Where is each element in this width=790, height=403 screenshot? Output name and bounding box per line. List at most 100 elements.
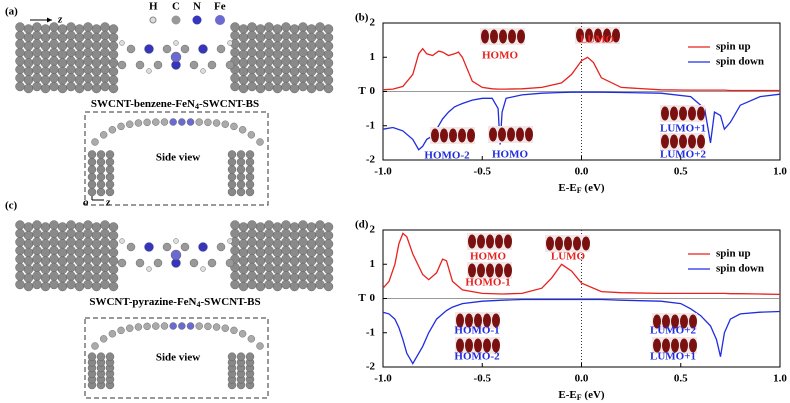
atom [227, 150, 237, 159]
atom [40, 273, 51, 283]
atom [272, 264, 283, 275]
atom [57, 32, 68, 43]
x-tick-label: -1.0 [374, 166, 392, 178]
x-tick-label: -0.5 [474, 373, 492, 385]
atom [91, 222, 102, 232]
atom [32, 73, 42, 83]
x-tick-label: 0.5 [674, 166, 688, 178]
atom [96, 352, 106, 361]
atom [15, 254, 25, 264]
atom [15, 81, 25, 92]
atom [255, 58, 266, 68]
atom [91, 247, 102, 258]
orbital-lobe [495, 234, 503, 249]
orbital-lobe [492, 313, 500, 328]
x-tick-label: 0.0 [575, 166, 589, 178]
atom [74, 83, 85, 94]
atom [264, 81, 274, 92]
atom [91, 66, 102, 77]
atom [238, 239, 249, 249]
caption: SWCNT-pyrazine-FeN4-SWCNT-BS [89, 296, 260, 309]
orbital-lobe [456, 338, 464, 353]
atom [23, 281, 34, 292]
atom [49, 73, 59, 83]
atom [32, 254, 42, 264]
atom [169, 118, 177, 126]
atom [289, 75, 300, 85]
atom [298, 56, 308, 66]
orbital-lobe [495, 263, 503, 278]
atom [57, 239, 68, 249]
atom [83, 271, 93, 281]
atom [100, 73, 110, 83]
atom [225, 60, 235, 70]
atom [255, 281, 266, 292]
atom [40, 24, 51, 34]
atom [74, 24, 85, 34]
atom [108, 256, 119, 266]
atom [323, 239, 334, 249]
y-tick-label: -1 [366, 119, 375, 131]
atom [108, 75, 119, 85]
atom [87, 172, 97, 182]
atom [23, 247, 34, 258]
y-tick-label: -1 [366, 326, 375, 338]
side-view-box [84, 317, 269, 399]
atom [221, 120, 229, 128]
atom [281, 271, 291, 281]
atom [245, 180, 255, 189]
atom [57, 83, 68, 94]
atom [255, 66, 266, 77]
atom [23, 49, 34, 60]
orbital-image [660, 105, 705, 122]
atom [117, 122, 125, 131]
atom [66, 30, 76, 41]
panel-label: (d) [355, 219, 369, 231]
atom [87, 150, 97, 159]
atom [57, 247, 68, 258]
panel-label: (c) [5, 200, 18, 212]
atom [230, 73, 240, 83]
atom [83, 73, 93, 83]
atom [146, 266, 152, 272]
atom [15, 22, 25, 32]
annotation: HOMO-2 [424, 150, 470, 162]
atom [96, 172, 106, 182]
atom [289, 264, 300, 275]
atom [49, 220, 59, 230]
atom [323, 32, 334, 43]
atom [108, 264, 119, 275]
atom [230, 326, 238, 335]
side-view-label: Side view [156, 152, 200, 164]
y-axis-label: T [358, 85, 366, 97]
atom [315, 237, 325, 247]
orbital-lobe [431, 128, 439, 143]
atom [289, 239, 300, 249]
atom [15, 220, 25, 230]
atom [255, 273, 266, 283]
orbital-lobe [680, 338, 688, 353]
atom [100, 271, 110, 281]
annotation: LUMO+2 [660, 149, 706, 161]
y-tick-label: -2 [366, 154, 376, 166]
orbital-lobe [474, 313, 482, 328]
orbital-lobe [486, 263, 494, 278]
atom [298, 47, 308, 58]
atom [91, 342, 99, 350]
annotation: LUMO [580, 34, 615, 46]
atom [74, 256, 85, 266]
atom [216, 242, 226, 252]
atom [100, 254, 110, 264]
orbital-lobe [483, 313, 491, 328]
atom [49, 271, 59, 281]
atom [306, 58, 317, 68]
atom [100, 245, 110, 256]
atom [323, 41, 334, 51]
atom [264, 73, 274, 83]
atom [238, 32, 249, 43]
atom [32, 30, 42, 41]
atom [236, 352, 246, 361]
atom [255, 247, 266, 258]
caption-text: SWCNT-benzene-FeN [91, 98, 195, 110]
atom [186, 118, 195, 126]
